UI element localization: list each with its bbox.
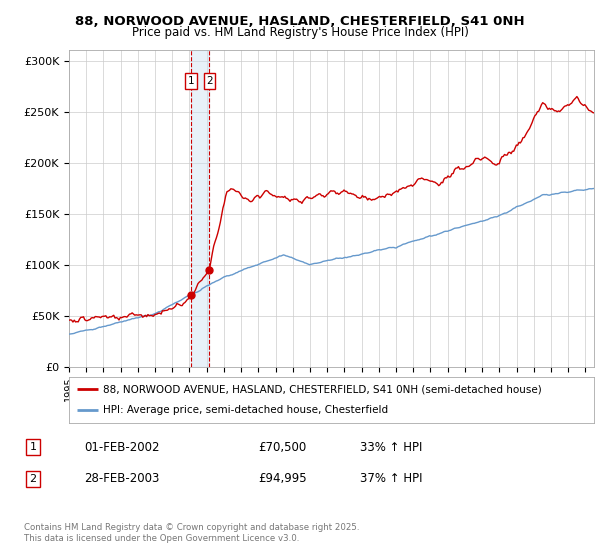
Text: 28-FEB-2003: 28-FEB-2003 (84, 472, 160, 486)
Text: Price paid vs. HM Land Registry's House Price Index (HPI): Price paid vs. HM Land Registry's House … (131, 26, 469, 39)
Text: 88, NORWOOD AVENUE, HASLAND, CHESTERFIELD, S41 0NH: 88, NORWOOD AVENUE, HASLAND, CHESTERFIEL… (75, 15, 525, 28)
Text: 1: 1 (29, 442, 37, 452)
Text: £70,500: £70,500 (258, 441, 306, 454)
Text: Contains HM Land Registry data © Crown copyright and database right 2025.
This d: Contains HM Land Registry data © Crown c… (24, 524, 359, 543)
Text: 01-FEB-2002: 01-FEB-2002 (84, 441, 160, 454)
Text: £94,995: £94,995 (258, 472, 307, 486)
Text: 88, NORWOOD AVENUE, HASLAND, CHESTERFIELD, S41 0NH (semi-detached house): 88, NORWOOD AVENUE, HASLAND, CHESTERFIEL… (103, 384, 542, 394)
Text: 2: 2 (206, 76, 213, 86)
Text: 1: 1 (188, 76, 194, 86)
Text: 33% ↑ HPI: 33% ↑ HPI (360, 441, 422, 454)
Text: 37% ↑ HPI: 37% ↑ HPI (360, 472, 422, 486)
Text: HPI: Average price, semi-detached house, Chesterfield: HPI: Average price, semi-detached house,… (103, 405, 388, 416)
Bar (191, 50, 209, 367)
Text: 2: 2 (29, 474, 37, 484)
